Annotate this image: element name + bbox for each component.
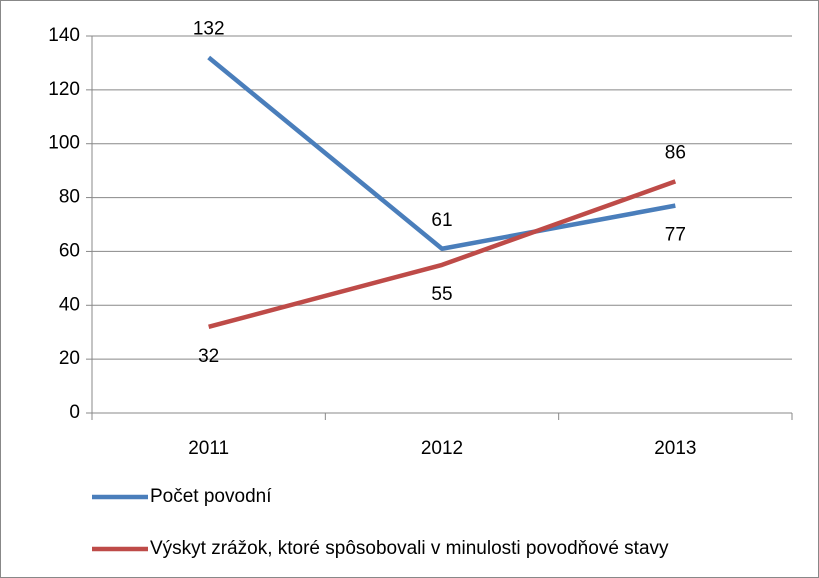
series-line — [207, 55, 676, 251]
data-label: 61 — [431, 210, 452, 231]
x-tick-label: 2011 — [188, 438, 229, 459]
y-tick-label: 20 — [59, 348, 80, 369]
series-line — [208, 179, 677, 330]
data-label: 132 — [193, 19, 225, 40]
y-tick-label: 100 — [48, 133, 80, 154]
data-label: 32 — [198, 346, 219, 367]
y-tick-label: 120 — [48, 79, 80, 100]
legend-label: Výskyt zrážok, ktoré spôsobovali v minul… — [150, 538, 669, 559]
y-tick-label: 140 — [48, 25, 80, 46]
legend-label: Počet povodní — [150, 486, 272, 507]
y-tick-label: 60 — [59, 240, 80, 261]
y-tick-label: 80 — [59, 187, 80, 208]
x-tick-label: 2013 — [654, 438, 696, 459]
y-tick-label: 40 — [59, 294, 80, 315]
data-label: 86 — [665, 142, 686, 163]
data-label: 55 — [431, 284, 452, 305]
y-tick-label: 0 — [69, 402, 80, 423]
data-label: 77 — [665, 225, 686, 246]
x-tick-label: 2012 — [421, 438, 463, 459]
